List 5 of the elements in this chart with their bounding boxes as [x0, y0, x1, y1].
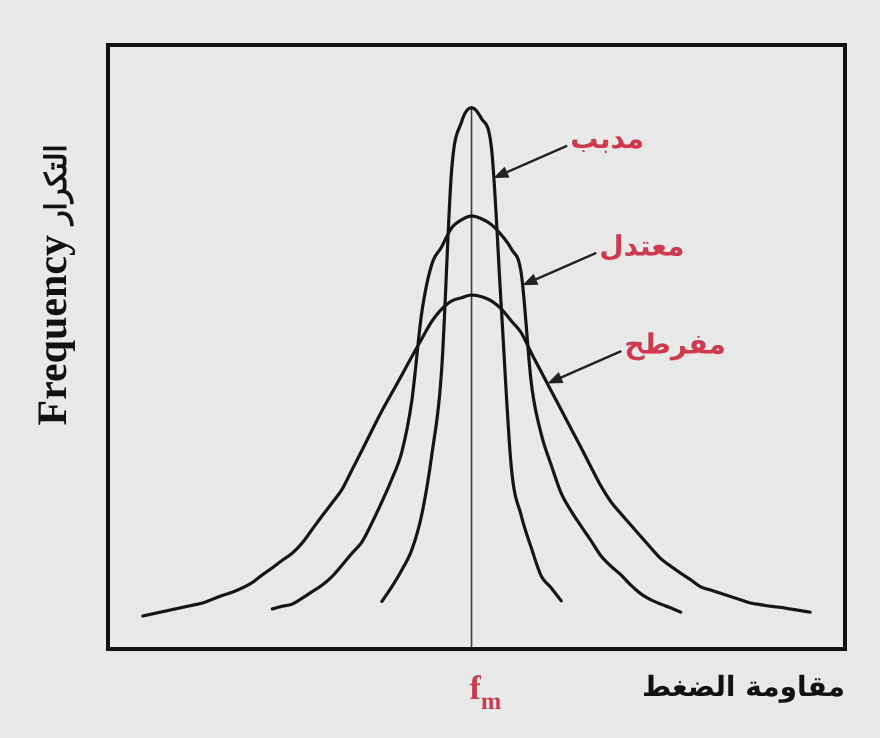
text: مفرطح — [624, 328, 726, 361]
x-axis-title: مقاومة الضغط — [642, 670, 845, 703]
text: f$_{m}$ — [470, 670, 502, 715]
text: معتدل — [599, 229, 684, 262]
text: مدبب — [570, 122, 644, 156]
